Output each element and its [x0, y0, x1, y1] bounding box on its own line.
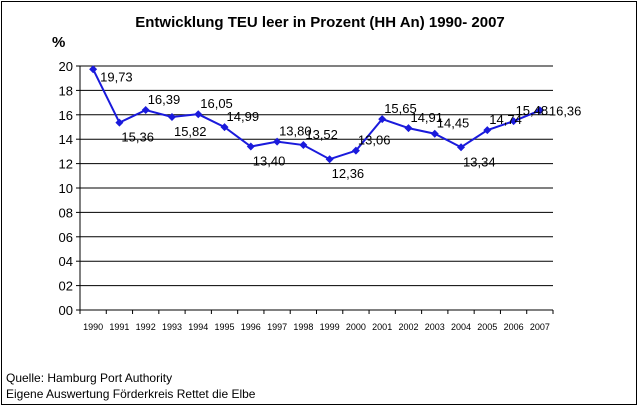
x-tick-label: 2004: [451, 322, 471, 332]
x-tick-label: 2007: [530, 322, 550, 332]
data-label: 16,05: [200, 96, 233, 111]
x-tick-label: 1993: [162, 322, 182, 332]
y-tick-label: 14: [59, 132, 73, 147]
data-point-marker: [220, 123, 229, 132]
data-point-marker: [273, 137, 282, 146]
data-label: 13,40: [253, 154, 286, 169]
x-tick-label: 2005: [477, 322, 497, 332]
data-point-marker: [167, 112, 176, 121]
data-point-marker: [457, 143, 466, 152]
x-tick-label: 1990: [83, 322, 103, 332]
data-label: 14,74: [489, 112, 522, 127]
source-line-2: Eigene Auswertung Förderkreis Rettet die…: [6, 387, 256, 401]
x-tick-label: 2002: [398, 322, 418, 332]
data-point-marker: [378, 115, 387, 124]
y-axis-unit-label: %: [52, 34, 66, 51]
y-tick-label: 10: [59, 181, 73, 196]
data-label: 16,36: [549, 103, 582, 118]
data-label: 14,91: [410, 110, 443, 125]
data-label: 13,34: [463, 154, 496, 169]
x-tick-label: 1995: [215, 322, 235, 332]
data-label: 15,65: [384, 101, 417, 116]
data-label: 16,39: [148, 92, 181, 107]
x-tick-label: 2003: [425, 322, 445, 332]
data-label: 19,73: [100, 69, 133, 84]
y-tick-labels: 00 02 04 06 08 10 12 14 16 18 20: [59, 59, 73, 318]
data-point-marker: [404, 124, 413, 133]
x-tick-label: 1997: [267, 322, 287, 332]
x-tick-label: 1991: [109, 322, 129, 332]
x-tick-label: 1996: [241, 322, 261, 332]
data-label: 15,48: [516, 103, 549, 118]
data-label: 13,80: [279, 124, 312, 139]
data-point-marker: [483, 126, 492, 135]
x-tick-label: 2000: [346, 322, 366, 332]
data-point-marker: [246, 142, 255, 151]
y-tick-label: 16: [59, 108, 73, 123]
y-tick-label: 06: [59, 230, 73, 245]
data-label: 15,36: [121, 130, 154, 145]
y-tick-label: 00: [59, 303, 73, 318]
y-tick-label: 12: [59, 157, 73, 172]
source-line-1: Quelle: Hamburg Port Authority: [6, 371, 173, 385]
y-tick-label: 04: [59, 254, 73, 269]
x-tick-label: 1994: [188, 322, 208, 332]
data-point-marker: [194, 110, 203, 119]
x-tick-label: 1992: [136, 322, 156, 332]
data-label: 14,99: [227, 109, 260, 124]
data-point-marker: [351, 146, 360, 155]
y-tick-label: 18: [59, 83, 73, 98]
chart-title: Entwicklung TEU leer in Prozent (HH An) …: [135, 14, 505, 31]
data-point-marker: [535, 106, 544, 115]
data-point-marker: [115, 118, 124, 127]
data-label: 13,06: [358, 133, 391, 148]
data-point-marker: [430, 129, 439, 138]
y-tick-label: 08: [59, 205, 73, 220]
x-tick-label: 1998: [293, 322, 313, 332]
y-tick-label: 02: [59, 279, 73, 294]
data-point-marker: [89, 65, 98, 74]
data-label: 15,82: [174, 124, 207, 139]
axes: [76, 65, 554, 314]
data-label: 14,45: [437, 116, 470, 131]
x-tick-labels: 1990 1991 1992 1993 1994 1995 1996 1997 1998 1999…: [83, 322, 550, 332]
data-point-marker: [325, 155, 334, 164]
data-label: 13,52: [305, 127, 338, 142]
gridlines: [80, 65, 553, 287]
data-point-marker: [141, 106, 150, 115]
data-series: [89, 65, 544, 164]
x-tick-label: 1999: [320, 322, 340, 332]
x-tick-label: 2001: [372, 322, 392, 332]
series-line: [92, 68, 541, 161]
x-tick-label: 2006: [504, 322, 524, 332]
y-tick-label: 20: [59, 59, 73, 74]
data-point-marker: [509, 117, 518, 126]
data-label: 12,36: [332, 166, 365, 181]
data-point-marker: [299, 141, 308, 150]
